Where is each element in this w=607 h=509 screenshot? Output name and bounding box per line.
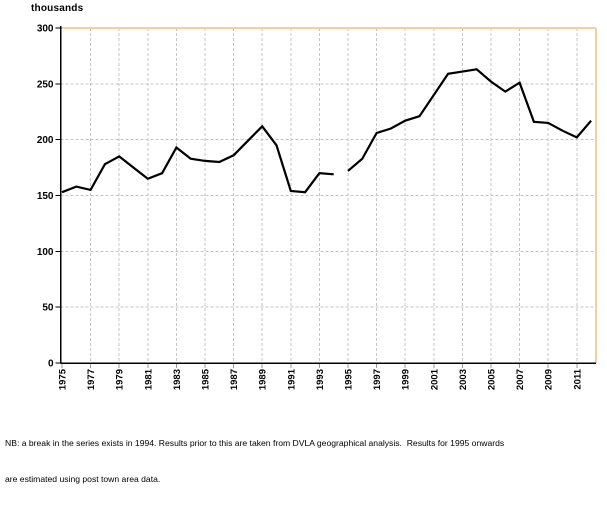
x-tick-label: 2005 <box>487 368 498 390</box>
y-tick-labels: 0 50 100 150 200 250 300 <box>37 24 54 370</box>
x-tick-label: 1981 <box>143 368 154 390</box>
x-tick-label: 1979 <box>115 369 126 390</box>
x-tick-label: 1989 <box>258 369 269 390</box>
x-tick-label: 1987 <box>229 369 240 390</box>
y-tick-label: 300 <box>37 24 54 35</box>
plot-border-accent <box>60 27 597 363</box>
axes <box>59 26 596 364</box>
x-tick-label: 1993 <box>315 369 326 390</box>
x-tick-label: 2001 <box>429 368 440 390</box>
footnote-line-2: are estimated using post town area data. <box>5 474 161 484</box>
x-tick-label: 1999 <box>401 369 412 390</box>
y-tick-label: 150 <box>37 191 54 202</box>
x-ticks <box>61 363 578 368</box>
x-tick-label: 1975 <box>58 368 69 390</box>
footnote: NB: a break in the series exists in 1994… <box>5 413 565 509</box>
footnote-line-1: NB: a break in the series exists in 1994… <box>5 438 505 448</box>
x-tick-label: 2009 <box>544 369 555 390</box>
x-tick-label: 1985 <box>201 368 212 390</box>
x-tick-label: 1977 <box>86 369 97 390</box>
y-tick-label: 50 <box>42 303 54 314</box>
x-tick-label: 1995 <box>344 368 355 390</box>
x-tick-label: 2011 <box>572 368 583 389</box>
x-tick-label: 1983 <box>172 369 183 390</box>
x-gridlines <box>90 28 578 363</box>
x-tick-labels: 1975 1977 1979 1981 1983 1985 1987 1989 1991 1993… <box>58 368 584 390</box>
y-tick-label: 250 <box>37 79 54 90</box>
y-tick-label: 200 <box>37 135 54 146</box>
x-tick-label: 1991 <box>286 368 297 390</box>
y-tick-label: 0 <box>48 359 54 370</box>
x-tick-label: 2007 <box>515 369 526 390</box>
y-tick-label: 100 <box>37 247 54 258</box>
series-line-pre-break <box>61 124 334 194</box>
y-ticks <box>55 27 61 364</box>
series-line-post-break <box>347 68 592 172</box>
chart: thousands 0 50 100 150 200 250 300 1975 1977 1979… <box>5 3 597 484</box>
y-axis-unit-label: thousands <box>31 3 84 14</box>
x-tick-label: 2003 <box>458 369 469 390</box>
x-tick-label: 1997 <box>372 369 383 390</box>
y-gridlines <box>60 83 596 308</box>
